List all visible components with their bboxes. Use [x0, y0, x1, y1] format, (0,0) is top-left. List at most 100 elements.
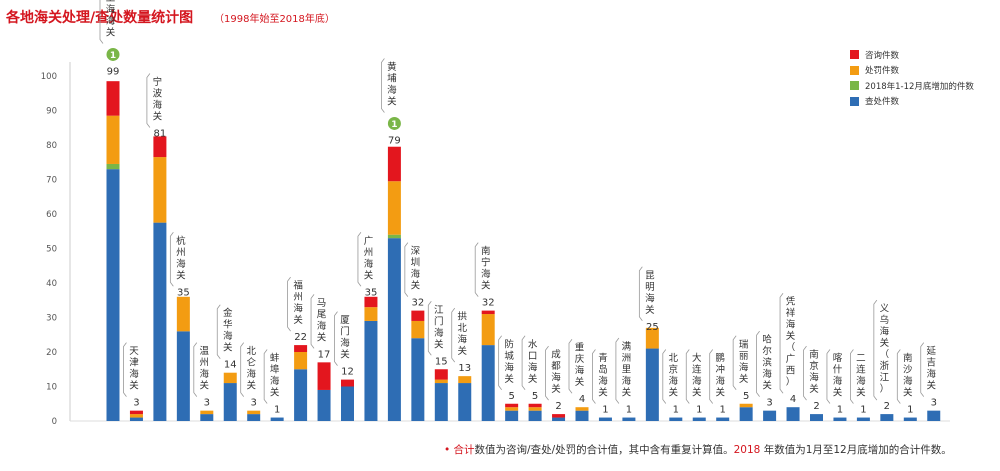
category-label: 防城海关 — [504, 338, 514, 385]
category-bracket — [826, 349, 831, 404]
legend: 咨询件数 处罚件数 2018年1-12月底增加的件数查处件数 — [850, 47, 974, 109]
bar-segment-investigate — [176, 331, 190, 421]
bar-total-label: 35 — [365, 287, 378, 298]
category-bracket — [615, 337, 620, 404]
bar-total-label: 32 — [411, 298, 424, 309]
bar-segment-investigate — [645, 348, 659, 421]
category-bracket — [779, 292, 784, 394]
category-bracket — [756, 330, 760, 397]
category-label: 福州海关 — [293, 280, 303, 327]
y-tick-label: 40 — [46, 279, 57, 289]
legend-swatch-investigate — [850, 96, 859, 106]
legend-swatch-consult — [850, 50, 859, 60]
category-label: 哈尔滨海关 — [762, 334, 772, 392]
bar-segment-investigate — [739, 407, 753, 421]
category-label: 广州海关 — [364, 235, 374, 282]
footnote-text-2: 年数值为1月至12月底增加的合计件数。 — [760, 444, 952, 456]
bar-total-label: 22 — [294, 332, 307, 343]
legend-item-penalty: 处罚件数 — [850, 63, 974, 79]
bar-segment-investigate — [364, 320, 378, 421]
bar-total-label: 32 — [482, 298, 495, 309]
bar-segment-investigate — [481, 345, 495, 421]
category-label: 杭州海关 — [176, 235, 186, 282]
bar-total-label: 1 — [696, 405, 702, 416]
footnote-year: 2018 — [733, 444, 761, 456]
y-tick-label: 10 — [46, 383, 57, 393]
bar-segment-investigate — [669, 417, 683, 421]
category-bracket — [427, 301, 432, 356]
legend-label-investigate: 查处件数 — [865, 97, 900, 108]
bar-segment-investigate — [458, 383, 472, 421]
bar-segment-penalty — [387, 181, 401, 235]
category-bracket — [334, 311, 338, 366]
category-bracket — [123, 342, 127, 397]
category-bracket — [920, 342, 925, 397]
bar-segment-investigate — [223, 383, 237, 421]
bar-total-label: 1 — [274, 405, 280, 416]
category-bracket — [310, 294, 315, 349]
category-label: 重庆海关 — [575, 342, 585, 389]
y-tick-label: 80 — [46, 141, 57, 151]
y-tick-label: 0 — [52, 417, 57, 427]
category-label: 上海海关 — [106, 0, 116, 38]
badge-circle — [106, 47, 120, 61]
legend-item-added2018: 2018年1-12月底增加的件数 — [850, 78, 974, 94]
bar-total-label: 2 — [555, 401, 561, 412]
bar-total-label: 13 — [458, 363, 471, 374]
bar-segment-penalty — [223, 372, 237, 384]
bar-segment-investigate — [692, 417, 706, 421]
category-label: 宁波海关 — [153, 76, 163, 123]
bar-segment-added2018 — [387, 234, 401, 239]
bar-total-label: 35 — [177, 287, 190, 298]
category-label: 深圳海关 — [411, 246, 421, 292]
bar-total-label: 1 — [860, 405, 866, 416]
category-bracket — [404, 242, 409, 297]
category-label: 瑞丽海关 — [739, 338, 749, 385]
category-label: 成都海关 — [551, 349, 561, 396]
bar-segment-penalty — [153, 157, 167, 223]
bar-total-label: 17 — [318, 349, 331, 360]
legend-item-investigate: 查处件数 — [850, 94, 974, 110]
y-tick-label: 100 — [41, 72, 57, 82]
category-bracket — [896, 349, 901, 404]
bar-segment-investigate — [129, 417, 143, 421]
bar-segment-investigate — [598, 417, 612, 421]
bar-total-label: 15 — [435, 356, 448, 367]
bar-segment-investigate — [927, 410, 941, 421]
bar-segment-investigate — [411, 338, 425, 421]
bar-segment-investigate — [810, 414, 823, 421]
category-bracket — [99, 0, 104, 44]
bar-total-label: 81 — [154, 129, 167, 140]
bar-segment-penalty — [176, 296, 190, 332]
category-bracket — [498, 335, 502, 390]
bar-segment-investigate — [270, 417, 284, 421]
bar-total-label: 3 — [931, 398, 937, 409]
category-label: 江门海关 — [434, 305, 444, 351]
category-label: 黄埔海关 — [387, 61, 397, 108]
bar-total-label: 3 — [766, 398, 772, 409]
bar-segment-investigate — [434, 383, 448, 421]
bar-segment-investigate — [903, 417, 917, 421]
bar-total-label: 1 — [837, 405, 843, 416]
category-bracket — [357, 232, 362, 287]
category-bracket — [216, 304, 221, 359]
category-label: 北仑海关 — [246, 346, 256, 392]
bar-segment-penalty — [247, 410, 261, 415]
category-label: 南沙海关 — [903, 352, 913, 399]
category-label: 二连海关 — [856, 353, 866, 399]
bar-segment-penalty — [528, 407, 542, 411]
bar-total-label: 5 — [743, 391, 749, 402]
y-tick-label: 60 — [46, 210, 57, 220]
category-bracket — [381, 58, 385, 113]
bar-segment-penalty — [645, 327, 659, 349]
bar-segment-consult — [317, 362, 331, 390]
bar-segment-penalty — [364, 307, 378, 321]
bar-segment-investigate — [200, 414, 214, 421]
category-bracket — [638, 266, 643, 321]
legend-item-consult: 咨询件数 — [850, 47, 974, 63]
bar-total-label: 3 — [133, 398, 139, 409]
bar-segment-penalty — [200, 410, 214, 415]
category-bracket — [146, 73, 151, 128]
